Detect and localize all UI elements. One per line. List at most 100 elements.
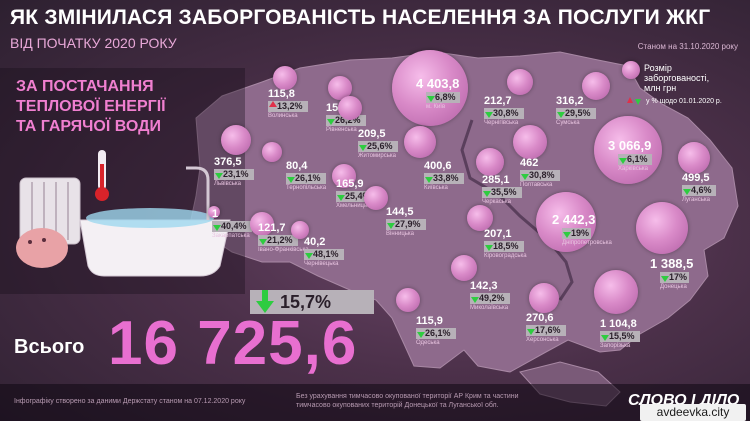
region-15-bubble	[250, 212, 274, 236]
region-5-change-value: 25,6%	[367, 141, 393, 151]
region-15-change-badge: 21,2%	[258, 235, 298, 246]
region-22-name: Одеська	[416, 340, 440, 346]
region-17-change-value: 27,9%	[395, 219, 421, 229]
arrow-down-icon	[619, 158, 627, 164]
region-13-change-badge: 4,6%	[682, 185, 716, 196]
arrow-down-icon	[521, 174, 529, 180]
legend-arrows-icon	[627, 97, 641, 105]
region-14-change-value: 40,4%	[221, 221, 247, 231]
region-21-change-badge: 49,2%	[470, 293, 510, 304]
region-22-value: 115,9	[416, 315, 443, 327]
region-13-name: Луганська	[682, 197, 710, 203]
region-16-change-badge: 48,1%	[304, 249, 344, 260]
region-23-name: Херсонська	[526, 337, 559, 343]
region-1-name: Рівненська	[326, 127, 357, 133]
region-22-bubble	[396, 288, 420, 312]
region-22-change-badge: 26,1%	[416, 328, 456, 339]
footer-note: Без урахування тимчасово окупованої тери…	[296, 392, 519, 410]
region-6-name: Львівська	[214, 181, 241, 187]
arrow-down-icon	[337, 195, 345, 201]
region-6-bubble	[221, 125, 251, 155]
region-17-name: Вінницька	[386, 231, 414, 237]
region-7-bubble	[262, 142, 282, 162]
region-18-name: Кіровоградська	[484, 253, 527, 259]
region-24-value: 1 104,8	[600, 318, 637, 330]
region-11-name: Полтавська	[520, 182, 553, 188]
region-23-value: 270,6	[526, 312, 554, 324]
region-15-change-value: 21,2%	[267, 235, 293, 245]
region-16-value: 40,2	[304, 236, 326, 248]
arrow-down-icon	[259, 239, 267, 245]
region-16-change-value: 48,1%	[313, 249, 339, 259]
region-12-name: Харківська	[618, 166, 648, 172]
legend-line-1: Розмір	[644, 63, 672, 73]
region-21-value: 142,3	[470, 280, 498, 292]
region-21-change-value: 49,2%	[479, 293, 505, 303]
region-18-value: 207,1	[484, 228, 512, 240]
region-5-change-badge: 25,6%	[358, 141, 398, 152]
region-16-bubble	[291, 221, 309, 239]
region-0-name: Волинська	[268, 113, 298, 119]
region-22-change-value: 26,1%	[425, 328, 451, 338]
region-19-change-value: 19%	[571, 228, 590, 238]
region-4-name: Сумська	[556, 120, 580, 126]
total-change-badge: 15,7%	[250, 290, 374, 314]
region-17-change-badge: 27,9%	[386, 219, 426, 230]
category-line-3: ТА ГАРЯЧОЇ ВОДИ	[16, 118, 161, 135]
arrow-down-icon	[485, 112, 493, 118]
arrow-down-icon	[557, 112, 565, 118]
piggy-bank-icon	[16, 228, 68, 268]
legend-size-label: Розмір заборгованості, млн грн	[644, 63, 709, 93]
region-2-bubble	[392, 50, 468, 126]
region-24-change-badge: 15,5%	[600, 331, 640, 342]
region-4-change-value: 29,5%	[565, 108, 591, 118]
legend-line-2: заборгованості,	[644, 73, 710, 83]
region-14-name: Закарпатська	[212, 233, 250, 239]
region-10-bubble	[476, 148, 504, 176]
arrow-down-icon	[471, 297, 479, 303]
bath-foam	[86, 208, 214, 228]
region-16-name: Чернівецька	[304, 261, 339, 267]
region-11-change-value: 30,8%	[529, 170, 555, 180]
category-line-2: ТЕПЛОВОЇ ЕНЕРГІЇ	[16, 98, 166, 115]
region-6-change-value: 23,1%	[223, 169, 249, 179]
region-15-value: 121,7	[258, 222, 286, 234]
region-0-change-badge: 13,2%	[268, 101, 308, 112]
region-12-value: 3 066,9	[608, 138, 652, 153]
region-17-bubble	[364, 186, 388, 210]
region-3-value: 212,7	[484, 95, 512, 107]
region-20-change-value: 17%	[669, 272, 688, 282]
footer-credit: Інфографіку створено за даними Держстату…	[14, 398, 246, 405]
region-11-value: 462	[520, 157, 539, 169]
bathtub-icon	[79, 219, 231, 277]
arrow-down-icon	[387, 223, 395, 229]
region-13-bubble	[678, 142, 710, 174]
arrow-down-icon	[427, 96, 435, 102]
region-0-value: 115,8	[268, 88, 295, 100]
region-21-name: Миколаївська	[470, 305, 509, 311]
region-9-value: 400,6	[424, 160, 452, 172]
region-3-change-value: 30,8%	[493, 108, 519, 118]
region-0-bubble	[273, 66, 297, 90]
region-13-change-value: 4,6%	[691, 185, 712, 195]
arrow-up-icon	[269, 101, 277, 107]
footer-note-line-1: Без урахування тимчасово окупованої тери…	[296, 393, 519, 400]
arrow-down-icon	[563, 232, 571, 238]
shower-icon	[186, 166, 210, 220]
region-12-bubble	[594, 116, 662, 184]
arrow-down-icon	[287, 177, 295, 183]
region-11-bubble	[513, 125, 547, 159]
legend-change-label: у % щодо 01.01.2020 р.	[646, 98, 722, 105]
arrow-down-icon	[256, 290, 274, 313]
region-19-name: Дніпропетровська	[562, 240, 612, 246]
region-11-change-badge: 30,8%	[520, 170, 560, 181]
region-8-change-badge: 25,4%	[336, 191, 376, 202]
region-4-change-badge: 29,5%	[556, 108, 596, 119]
arrow-down-icon	[359, 145, 367, 151]
page-subtitle: ВІД ПОЧАТКУ 2020 РОКУ	[10, 35, 177, 51]
region-5-name: Житомирська	[358, 153, 396, 159]
region-3-bubble	[507, 69, 533, 95]
region-7-change-badge: 26,1%	[286, 173, 326, 184]
footer-bar	[0, 384, 750, 421]
